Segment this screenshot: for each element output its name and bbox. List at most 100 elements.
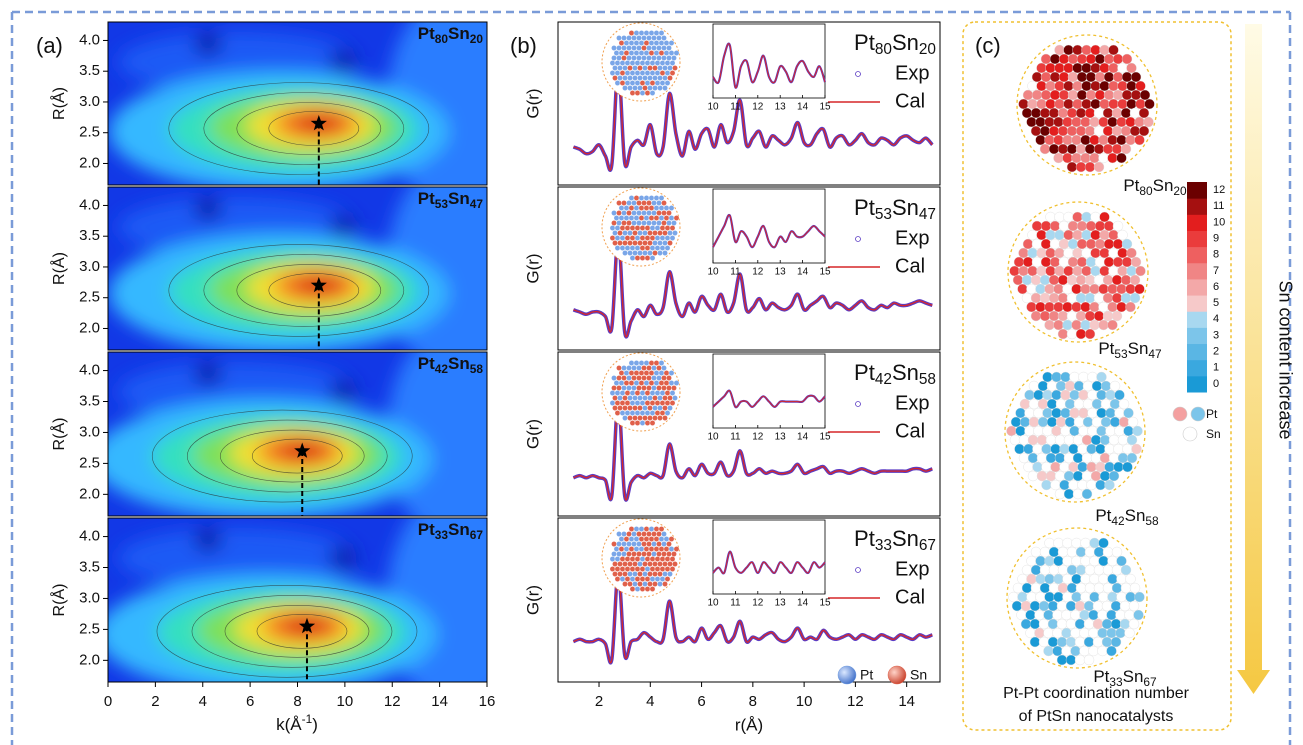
sphere-atom xyxy=(1116,134,1127,146)
sphere-atom xyxy=(1096,407,1107,419)
y-tick-label: 2.0 xyxy=(79,319,100,336)
model-atom xyxy=(647,65,653,71)
model-atom xyxy=(652,85,658,91)
model-atom xyxy=(657,65,663,71)
model-atom xyxy=(661,200,667,206)
sphere-atom xyxy=(1075,328,1087,340)
sphere-atom xyxy=(1109,398,1121,410)
sphere-atom xyxy=(1134,283,1145,295)
colorbar-cell xyxy=(1187,198,1207,215)
text-part: 20 xyxy=(470,32,484,46)
model-atom xyxy=(637,405,643,411)
sphere-atom xyxy=(1091,416,1103,428)
model-atom xyxy=(637,581,643,587)
model-atom xyxy=(639,70,646,76)
model-atom xyxy=(643,195,650,201)
model-atom xyxy=(631,35,637,41)
sphere-label: Pt80Sn20 xyxy=(1123,176,1187,198)
model-atom xyxy=(611,375,617,381)
model-atom xyxy=(619,400,626,406)
subplot-title: Pt53Sn47 xyxy=(418,189,484,211)
sphere-atom xyxy=(1076,220,1088,232)
sphere-atom xyxy=(1036,229,1047,241)
y-axis-label: R(Å) xyxy=(49,584,68,617)
sphere-atom xyxy=(1054,80,1065,92)
model-atom xyxy=(652,395,658,401)
model-atom xyxy=(628,536,635,542)
sphere-atom xyxy=(1085,53,1097,65)
sphere-atom xyxy=(1037,398,1049,410)
model-atom xyxy=(651,551,657,557)
model-atom xyxy=(662,405,668,411)
text-part: 80 xyxy=(875,41,892,58)
sphere-atom xyxy=(1053,134,1064,146)
sphere-atom xyxy=(1071,152,1082,164)
model-atom xyxy=(652,415,658,421)
y-axis-label: G(r) xyxy=(523,253,542,283)
model-atom xyxy=(618,205,625,211)
model-atom xyxy=(627,65,633,71)
sphere-atom xyxy=(1107,152,1118,164)
model-atom xyxy=(619,80,626,86)
model-atom xyxy=(614,235,621,241)
sphere-atom xyxy=(1056,636,1068,648)
model-atom xyxy=(648,30,655,36)
sphere-atom xyxy=(1075,310,1087,322)
model-atom xyxy=(661,365,667,371)
sphere-atom xyxy=(1090,211,1101,223)
sphere-atom xyxy=(1027,80,1038,92)
sphere-atom xyxy=(1080,573,1091,585)
sphere-atom xyxy=(1111,125,1123,137)
field xyxy=(329,546,357,570)
inset-x-tick-label: 15 xyxy=(819,102,831,113)
model-atom xyxy=(654,245,661,251)
sphere-atom xyxy=(1093,143,1105,155)
heatmap xyxy=(108,352,487,516)
sphere-atom xyxy=(1107,573,1118,585)
model-atom xyxy=(628,380,635,386)
colorbar-cell xyxy=(1187,230,1207,248)
sphere-atom xyxy=(1087,389,1098,401)
model-atom xyxy=(634,235,641,241)
sphere-atom xyxy=(1058,71,1070,83)
model-atom xyxy=(644,255,651,261)
model-atom xyxy=(637,415,643,421)
model-atom xyxy=(642,75,648,81)
model-atom xyxy=(643,546,650,552)
model-atom xyxy=(624,235,631,241)
sphere-atom xyxy=(1078,425,1089,437)
sphere-atom xyxy=(1080,537,1091,549)
sphere-atom xyxy=(1036,470,1048,482)
contour xyxy=(236,264,382,317)
model-atom xyxy=(614,80,621,86)
text-part: 42 xyxy=(435,362,449,376)
sphere-atom xyxy=(1087,371,1098,383)
model-atom xyxy=(653,205,660,211)
inset-cal-curve xyxy=(712,390,826,408)
model-atom xyxy=(651,200,657,206)
model-atom xyxy=(646,220,652,226)
x-tick-label: 14 xyxy=(431,693,448,710)
sphere-atom xyxy=(1125,283,1136,295)
model-atom xyxy=(629,556,636,562)
model-atom xyxy=(618,50,625,56)
model-atom xyxy=(627,571,633,577)
sphere-atom xyxy=(1092,636,1104,648)
sphere-atom xyxy=(1093,546,1105,558)
sphere-atom xyxy=(1108,434,1120,446)
model-atom xyxy=(644,410,651,416)
model-atom xyxy=(648,50,655,56)
sphere-atom xyxy=(1052,645,1063,657)
model-atom xyxy=(629,410,636,416)
model-atom xyxy=(639,410,646,416)
model-atom xyxy=(636,551,642,557)
sphere-atom xyxy=(1054,470,1066,482)
plot-area xyxy=(572,397,933,502)
sphere-atom xyxy=(1067,53,1079,65)
sphere-atom xyxy=(1094,71,1106,83)
model-atom xyxy=(642,65,648,71)
model-atom xyxy=(618,546,625,552)
sphere-atom xyxy=(1111,107,1123,119)
sphere-atom xyxy=(1126,98,1137,110)
sphere-atom xyxy=(1074,654,1086,666)
